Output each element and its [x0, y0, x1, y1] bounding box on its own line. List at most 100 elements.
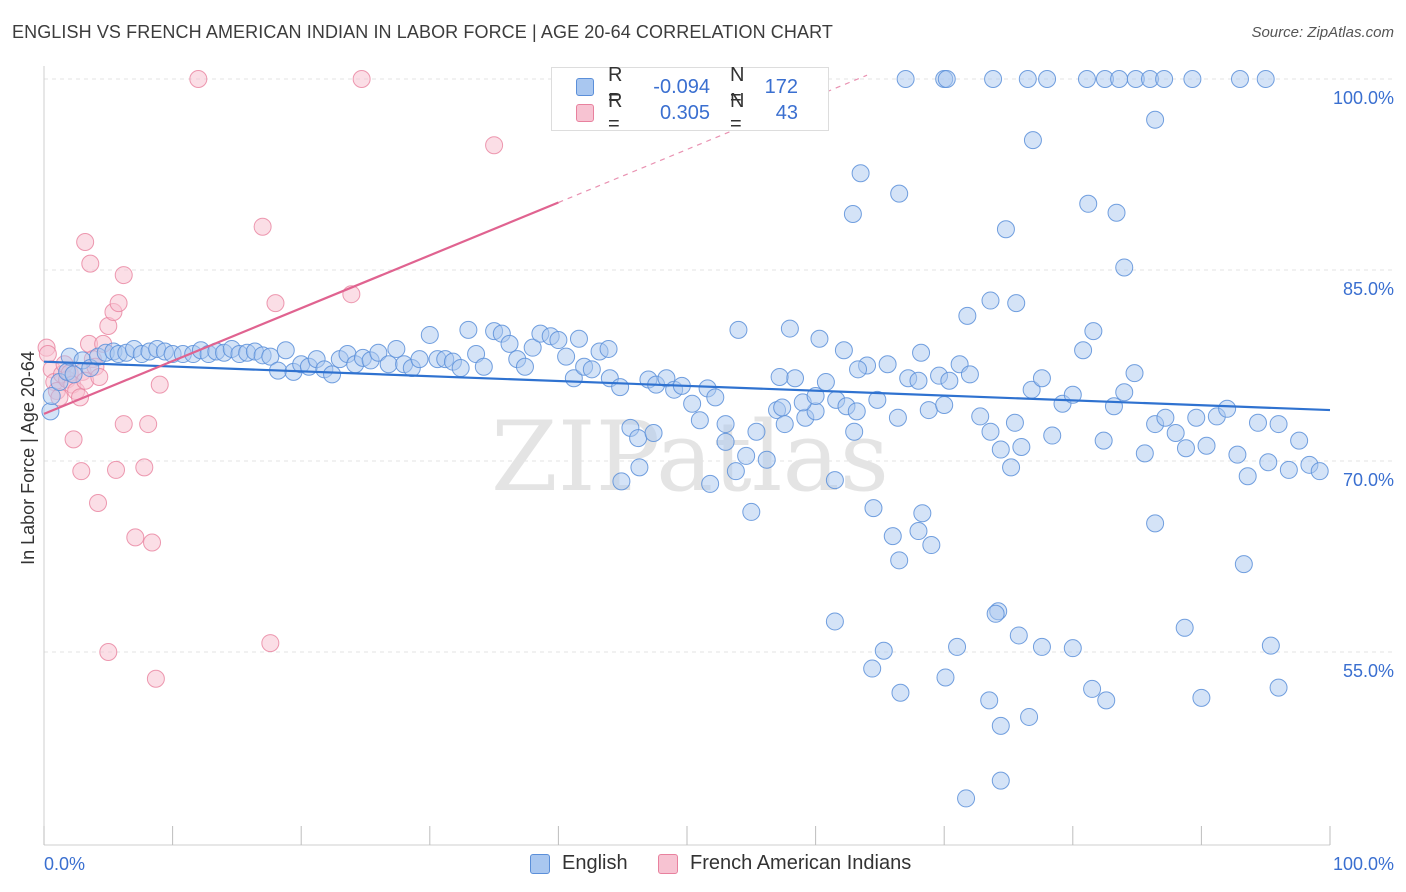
english-point [890, 551, 909, 570]
english-point [1230, 70, 1249, 88]
french-legend-swatch [658, 853, 678, 874]
english-point [1002, 458, 1021, 477]
y-tick-55: 55.0% [1343, 661, 1394, 681]
english-point [716, 432, 735, 451]
english-point [1197, 436, 1216, 455]
french-point [150, 375, 169, 394]
english-point [1256, 70, 1275, 88]
english-point [1176, 439, 1195, 458]
english-point [1023, 131, 1042, 150]
legend-item-french[interactable]: French American Indians [658, 852, 911, 875]
french-trend-line [43, 201, 559, 415]
n-label: N = [730, 90, 745, 135]
english-point [569, 329, 588, 348]
english-point [981, 291, 1000, 310]
french-point [107, 460, 126, 479]
english-point [757, 450, 776, 469]
english-point [515, 357, 534, 376]
english-point [958, 306, 977, 325]
english-point [1084, 322, 1103, 341]
english-point [834, 341, 853, 360]
english-point [1156, 408, 1175, 427]
r-label: R = [608, 90, 623, 135]
english-point [888, 408, 907, 427]
english-swatch [576, 78, 594, 96]
english-point [420, 325, 439, 344]
english-trend-line [43, 360, 1331, 412]
english-point [775, 415, 794, 434]
french-point [64, 430, 83, 449]
english-point [1261, 636, 1280, 655]
chart-title: ENGLISH VS FRENCH AMERICAN INDIAN IN LAB… [12, 22, 833, 42]
english-point [909, 371, 928, 390]
english-point [919, 401, 938, 420]
english-point [1234, 555, 1253, 574]
english-point [644, 423, 663, 442]
english-point [451, 359, 470, 378]
watermark: ZIPatlas [491, 401, 889, 513]
english-point [1192, 688, 1211, 707]
r-label: R = [608, 64, 623, 109]
french-point [72, 462, 91, 481]
english-point [474, 357, 493, 376]
english-point [1115, 258, 1134, 277]
english-point [825, 612, 844, 631]
english-point [1083, 679, 1102, 698]
english-point [816, 373, 835, 392]
english-point [582, 360, 601, 379]
english-point [1018, 70, 1037, 88]
legend-row-french: R = 0.305 N = 43 [576, 90, 798, 135]
french-point [81, 254, 100, 273]
english-point [1079, 194, 1098, 213]
english-point [1063, 385, 1082, 404]
french-point [146, 669, 165, 688]
english-point [940, 371, 959, 390]
english-point [1269, 678, 1288, 697]
english-point [690, 411, 709, 430]
english-point [599, 339, 618, 358]
english-point [716, 415, 735, 434]
english-point [773, 398, 792, 417]
n-value: 43 [775, 101, 798, 124]
english-point [868, 390, 887, 409]
english-point [981, 422, 1000, 441]
french-swatch [576, 104, 594, 122]
english-point [1063, 639, 1082, 658]
english-point [1279, 460, 1298, 479]
french-legend-label: French American Indians [690, 852, 912, 874]
english-point [1007, 294, 1026, 313]
english-point [261, 347, 280, 366]
english-point [1183, 70, 1202, 88]
english-point [1187, 408, 1206, 427]
english-point [896, 70, 915, 88]
english-point [1238, 467, 1257, 486]
english-point [1097, 691, 1116, 710]
english-point [883, 527, 902, 546]
french-point [266, 294, 285, 313]
english-point [42, 387, 61, 406]
english-point [706, 388, 725, 407]
french-point [485, 136, 504, 155]
english-point [612, 472, 631, 491]
english-point [913, 504, 932, 523]
english-point [843, 204, 862, 223]
english-point [957, 789, 976, 808]
french-point [109, 294, 128, 313]
english-point [991, 716, 1010, 735]
source-label: Source: ZipAtlas.com [1251, 24, 1394, 41]
french-point [189, 70, 208, 88]
english-point [557, 347, 576, 366]
legend-item-english[interactable]: English [530, 852, 628, 875]
english-point [780, 319, 799, 338]
english-point [630, 458, 649, 477]
english-point [912, 343, 931, 362]
english-point [1175, 618, 1194, 637]
english-point [847, 402, 866, 421]
english-point [323, 365, 342, 384]
english-point [1125, 364, 1144, 383]
english-point [960, 365, 979, 384]
english-point [1020, 707, 1039, 726]
y-tick-85: 85.0% [1343, 279, 1394, 299]
y-axis-label: In Labor Force | Age 20-64 [18, 351, 38, 565]
english-point [379, 355, 398, 374]
